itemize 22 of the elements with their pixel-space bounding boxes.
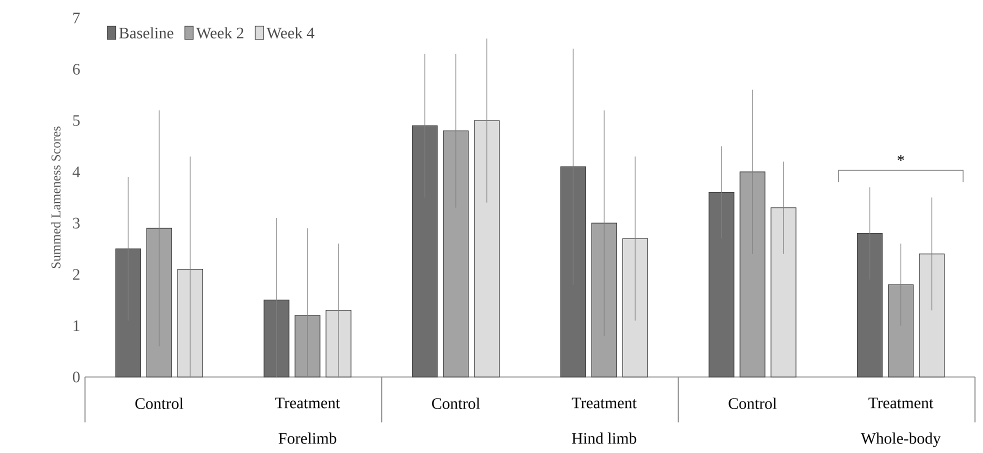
text: Whole-body bbox=[860, 432, 941, 448]
x-tick-label: Treatment bbox=[868, 398, 934, 408]
y-tick-label: 7 bbox=[73, 12, 80, 24]
text: Hind limb bbox=[572, 432, 636, 444]
y-tick-label: 6 bbox=[72, 64, 80, 75]
x-tick-label: Treatment bbox=[572, 398, 637, 408]
y-tick-label: 3 bbox=[73, 218, 80, 229]
text: Forelimb bbox=[278, 432, 336, 444]
legend-label: Baseline bbox=[119, 27, 174, 38]
y-tick-label: 2 bbox=[73, 269, 80, 280]
x-tick-label: Control bbox=[135, 398, 184, 409]
y-tick-label: 1 bbox=[74, 320, 80, 331]
y-tick-label: 0 bbox=[72, 372, 80, 382]
x-tick-label: Treatment bbox=[275, 398, 340, 408]
x-tick-label: Control bbox=[432, 398, 480, 409]
y-tick-label: 4 bbox=[72, 166, 80, 178]
annotation: * bbox=[898, 155, 904, 162]
legend-label: Week 2 bbox=[196, 27, 244, 39]
x-tick-label: Control bbox=[728, 398, 777, 409]
y-tick-label: 5 bbox=[73, 115, 80, 126]
legend-label: Week 4 bbox=[266, 27, 314, 39]
y-axis-title: Summed Lameness Scores bbox=[51, 126, 60, 268]
